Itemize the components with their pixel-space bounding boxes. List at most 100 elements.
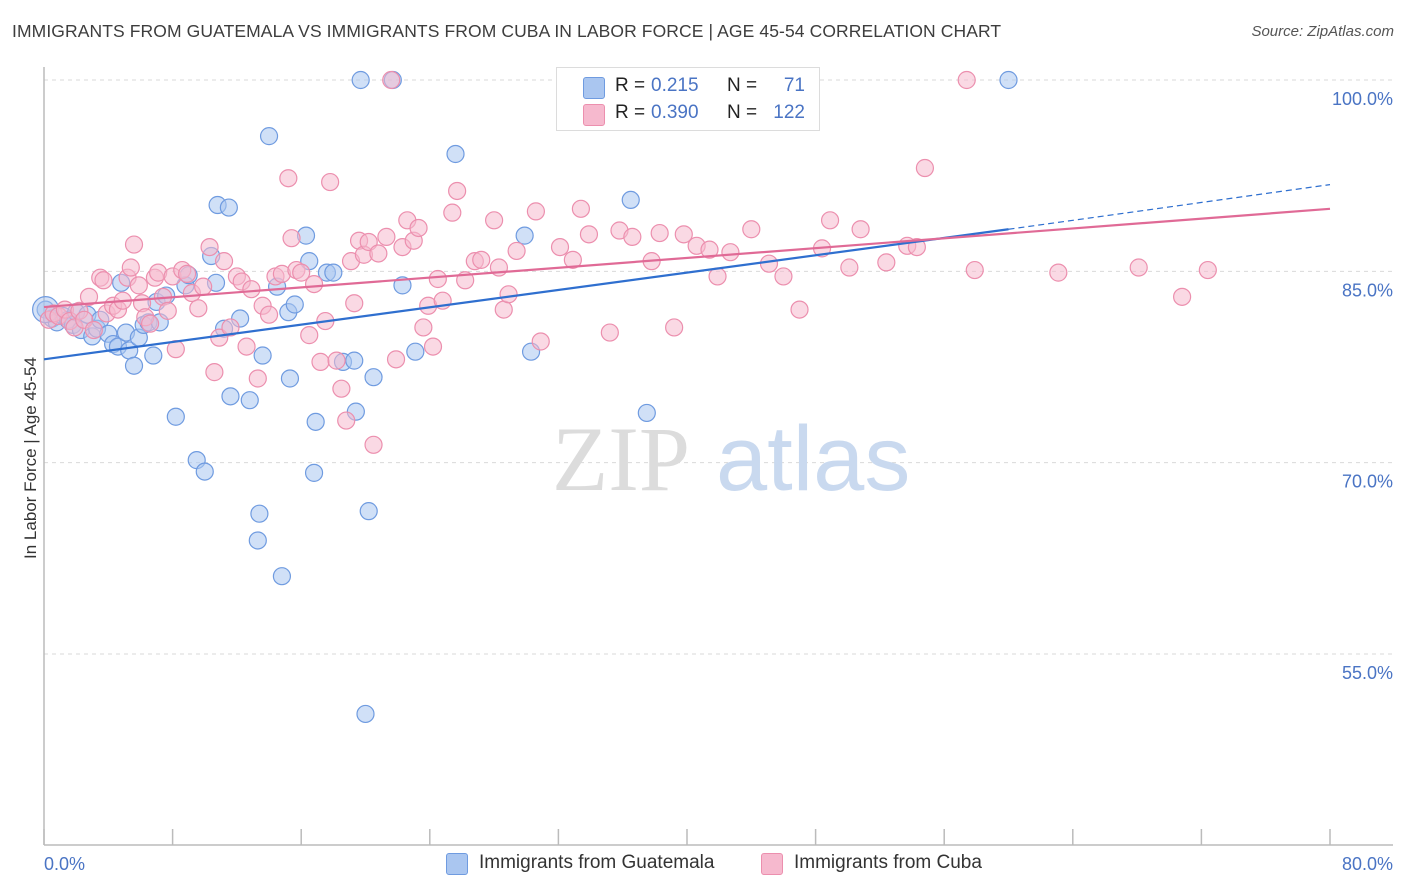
cuba-point <box>820 211 840 230</box>
guatemala-point <box>124 356 144 375</box>
cuba-point <box>877 253 896 272</box>
cuba-point <box>708 267 727 286</box>
chart-title: IMMIGRANTS FROM GUATEMALA VS IMMIGRANTS … <box>12 21 1002 41</box>
cuba-point <box>840 258 859 277</box>
cuba-point <box>282 229 301 248</box>
y-tick-label: 70.0% <box>1342 472 1393 492</box>
cuba-trend-line <box>43 207 1331 309</box>
axes: 55.0% 70.0% 85.0% 100.0% 0.0% 80.0% <box>43 67 1393 874</box>
cuba-point <box>1173 287 1192 306</box>
guatemala-point <box>195 462 214 481</box>
cuba-point <box>79 287 99 306</box>
legend-n-label: N = <box>727 75 758 96</box>
guatemala-trend-line <box>43 228 1009 361</box>
cuba-point <box>1129 258 1148 277</box>
legend-swatch-cuba <box>583 104 605 126</box>
cuba-point <box>248 369 267 388</box>
cuba-point <box>332 379 351 398</box>
guatemala-trend-extension <box>1008 184 1331 230</box>
guatemala-point <box>637 403 656 423</box>
cuba-point <box>369 244 388 263</box>
guatemala-point <box>393 276 412 295</box>
cuba-point <box>957 70 976 90</box>
cuba-point <box>550 237 570 257</box>
guatemala-point <box>364 368 383 387</box>
cuba-point <box>851 220 870 239</box>
legend-row-cuba: R = 0.390 N = 122 <box>557 101 819 127</box>
cuba-point <box>194 277 213 296</box>
cuba-point <box>292 263 311 282</box>
cuba-point <box>414 318 433 337</box>
cuba-point <box>448 181 467 201</box>
guatemala-point <box>259 127 279 146</box>
cuba-point <box>259 305 279 324</box>
guatemala-point <box>621 190 640 210</box>
guatemala-point <box>406 342 425 361</box>
guatemala-point <box>219 198 238 217</box>
source-credit: Source: ZipAtlas.com <box>1251 23 1394 40</box>
cuba-point <box>665 318 684 337</box>
cuba-point <box>205 363 224 382</box>
cuba-point <box>1198 260 1217 280</box>
guatemala-point <box>248 531 267 550</box>
y-tick-label: 100.0% <box>1332 89 1393 109</box>
legend-r-label: R = <box>615 75 646 96</box>
guatemala-point <box>345 351 364 370</box>
guatemala-point <box>221 387 240 406</box>
guatemala-point <box>304 463 324 482</box>
cuba-point <box>386 350 406 369</box>
guatemala-point <box>250 504 269 523</box>
legend-n-value: 71 <box>783 75 805 96</box>
cuba-point <box>499 285 518 304</box>
cuba-point <box>485 211 504 230</box>
cuba-point <box>214 252 234 271</box>
cuba-point <box>965 260 984 280</box>
guatemala-point <box>285 295 304 314</box>
guatemala-point <box>253 346 272 365</box>
guatemala-point <box>240 391 259 410</box>
guatemala-point <box>166 407 185 426</box>
cuba-point <box>571 199 591 218</box>
watermark: ZIP atlas <box>552 408 910 510</box>
cuba-point <box>311 352 330 371</box>
legend-label-guatemala: Immigrants from Guatemala <box>479 852 715 873</box>
legend-swatch-guatemala <box>583 77 605 99</box>
y-axis-label: In Labor Force | Age 45-54 <box>21 357 40 559</box>
legend-r-value: 0.390 <box>651 102 699 123</box>
cuba-point <box>237 337 256 356</box>
cuba-point <box>721 243 740 262</box>
watermark-atlas: atlas <box>716 408 910 510</box>
guatemala-point <box>515 226 534 245</box>
guatemala-point <box>280 369 300 388</box>
cuba-point <box>304 274 324 294</box>
cuba-point <box>242 280 261 299</box>
cuba-point <box>94 271 113 290</box>
cuba-point <box>409 218 428 238</box>
y-tick-label: 55.0% <box>1342 663 1393 683</box>
guatemala-point <box>351 70 370 90</box>
cuba-point <box>472 250 491 269</box>
grid-lines <box>44 79 1393 655</box>
cuba-point <box>674 225 693 244</box>
cuba-point <box>650 223 669 243</box>
cuba-point <box>364 435 383 454</box>
cuba-point <box>279 169 298 188</box>
cuba-point <box>563 250 582 269</box>
cuba-point <box>494 300 513 319</box>
cuba-point <box>915 158 935 178</box>
cuba-point <box>124 235 144 254</box>
guatemala-point <box>272 567 292 586</box>
cuba-point <box>84 320 103 340</box>
cuba-point <box>300 326 319 345</box>
watermark-zip: ZIP <box>552 408 690 510</box>
cuba-point <box>623 227 642 246</box>
legend-r-label: R = <box>615 102 646 123</box>
cuba-point <box>443 203 462 222</box>
cuba-point <box>774 267 793 286</box>
cuba-point <box>327 351 346 370</box>
legend-n-label: N = <box>727 102 758 123</box>
guatemala-point <box>356 704 375 724</box>
cuba-point <box>129 276 148 295</box>
y-tick-label: 85.0% <box>1342 280 1393 300</box>
